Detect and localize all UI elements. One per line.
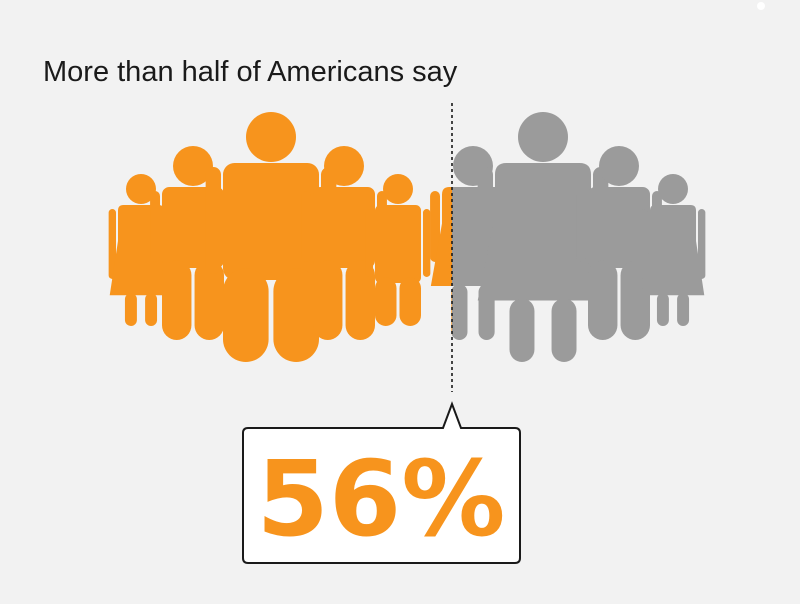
person-leg	[677, 293, 690, 326]
person-leg	[345, 260, 375, 340]
person-leg	[551, 298, 577, 362]
person-arm	[430, 191, 440, 262]
person-leg	[451, 288, 452, 336]
person-icon	[365, 174, 431, 326]
person-leg	[194, 260, 224, 340]
callout-box	[242, 401, 521, 564]
person-icon	[640, 174, 706, 326]
person-body	[313, 187, 375, 268]
person-leg	[223, 268, 269, 362]
person-leg	[124, 293, 137, 326]
person-body	[223, 163, 319, 280]
person-leg	[588, 260, 618, 340]
person-head	[383, 174, 413, 204]
person-leg	[162, 260, 192, 340]
headline: More than half of Americans say	[43, 56, 458, 88]
person-body	[641, 205, 705, 296]
person-leg	[509, 298, 535, 362]
person-arm	[108, 209, 116, 279]
person-head	[324, 146, 364, 186]
person-leg	[620, 260, 650, 340]
person-leg	[273, 268, 319, 362]
person-arm	[301, 191, 311, 262]
person-arm	[576, 191, 586, 262]
person-head	[246, 112, 296, 162]
value-callout: 56%	[242, 401, 521, 564]
corner-dot-icon	[757, 2, 765, 10]
person-icon	[430, 187, 452, 336]
person-icon	[576, 146, 662, 340]
person-leg	[656, 293, 669, 326]
person-leg	[145, 293, 158, 326]
percent-value: 56%	[257, 438, 506, 560]
person-arm	[640, 209, 648, 279]
person-body	[375, 205, 421, 283]
person-arm	[150, 191, 160, 262]
person-body	[430, 187, 452, 286]
person-leg	[452, 284, 468, 340]
person-arm	[365, 209, 373, 277]
person-body	[588, 187, 650, 268]
people-crowd	[108, 112, 706, 362]
highlighted-people	[108, 112, 452, 362]
person-arm	[698, 209, 706, 279]
person-head	[173, 146, 213, 186]
person-leg	[375, 277, 397, 326]
person-head	[658, 174, 688, 204]
person-icon	[205, 112, 337, 362]
person-head	[126, 174, 156, 204]
person-head	[518, 112, 568, 162]
person-head	[599, 146, 639, 186]
person-arm	[423, 209, 431, 277]
person-arm	[205, 167, 221, 274]
person-leg	[399, 277, 421, 326]
remaining-people	[452, 112, 706, 362]
person-body	[477, 163, 609, 301]
person-leg	[313, 260, 343, 340]
